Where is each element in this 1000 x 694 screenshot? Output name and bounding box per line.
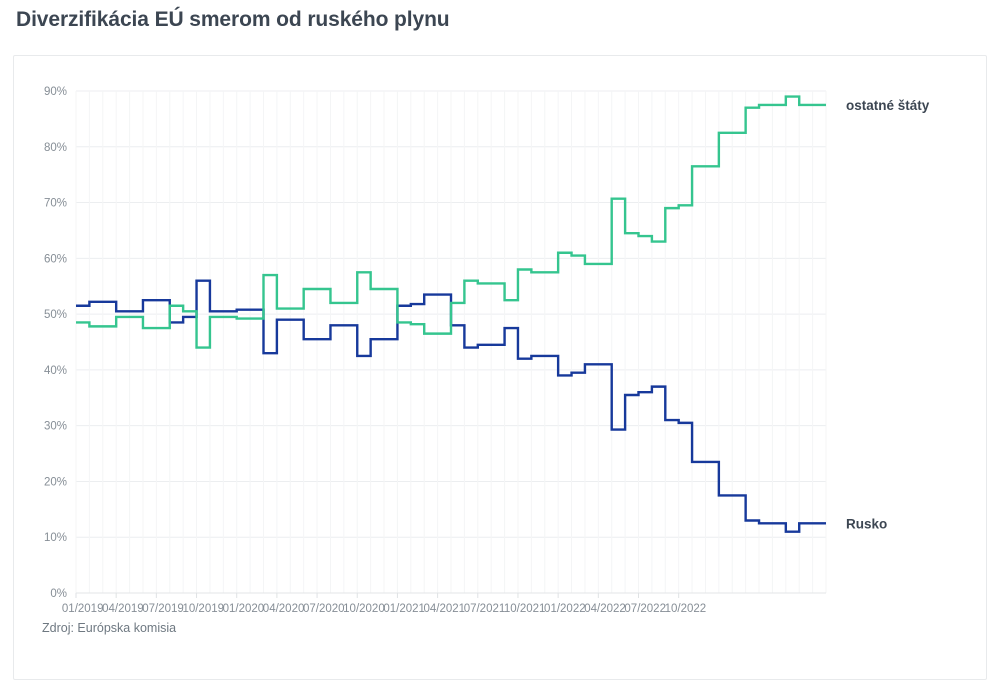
series-label-text: ostatné štáty xyxy=(846,98,930,113)
y-axis-tick-label: 80% xyxy=(44,142,67,154)
x-axis-tick-label: 10/2020 xyxy=(343,603,385,615)
x-axis-tick-label: 10/2021 xyxy=(504,603,546,615)
x-axis-tick-label: 07/2020 xyxy=(303,603,345,615)
chart-card: 0% 10% 20% 30% 40% 50% 60% 70% 80% 90% 01/2019 04/2… xyxy=(13,55,987,680)
line-chart: 0%10%20%30%40%50%60%70%80%90%01/201904/2… xyxy=(44,86,930,615)
y-axis-tick-label: 90% xyxy=(44,86,67,98)
y-axis-tick-label: 40% xyxy=(44,365,67,377)
x-axis-tick-label: 04/2022 xyxy=(584,603,626,615)
series-end-label-ostatne-staty: ostatné štáty xyxy=(846,98,930,113)
x-axis-tick-label: 01/2019 xyxy=(62,603,104,615)
y-axis-tick-label: 70% xyxy=(44,198,67,210)
x-axis-tick-label: 07/2021 xyxy=(464,603,506,615)
y-gridlines: 0% 10% 20% 30% 40% 50% 60% 70% 80% 90% xyxy=(44,86,826,600)
x-axis-tick-label: 01/2021 xyxy=(383,603,425,615)
series-end-label-rusko: Rusko xyxy=(846,516,887,531)
x-axis-tick-label: 07/2022 xyxy=(624,603,666,615)
source-note: Zdroj: Európska komisia xyxy=(42,621,177,635)
x-axis-tick-label: 07/2019 xyxy=(142,603,184,615)
plot-area: 0% 10% 20% 30% 40% 50% 60% 70% 80% 90% 01/2019 04/2… xyxy=(14,56,988,681)
x-axis-tick-label: 04/2019 xyxy=(102,603,144,615)
y-axis-tick-label: 60% xyxy=(44,253,67,265)
y-axis-tick-label: 20% xyxy=(44,476,67,488)
x-axis-tick-label: 10/2022 xyxy=(665,603,707,615)
y-axis-tick-label: 10% xyxy=(44,532,67,544)
y-axis-tick-label: 30% xyxy=(44,421,67,433)
page-title: Diverzifikácia EÚ smerom od ruského plyn… xyxy=(16,8,450,31)
x-axis-labels: 01/201904/201907/201910/201901/202004/20… xyxy=(62,593,706,615)
y-axis-tick-label: 50% xyxy=(44,309,67,321)
x-axis-tick-label: 10/2019 xyxy=(182,603,224,615)
series-line-ostatne-staty xyxy=(76,95,826,349)
series-line-rusko xyxy=(76,279,826,533)
x-axis-tick-label: 01/2020 xyxy=(223,603,265,615)
series-label-text: Rusko xyxy=(846,516,887,531)
x-axis-tick-label: 01/2022 xyxy=(544,603,586,615)
y-axis-tick-label: 0% xyxy=(50,588,67,600)
x-axis-tick-label: 04/2020 xyxy=(263,603,305,615)
x-axis-tick-label: 04/2021 xyxy=(424,603,466,615)
